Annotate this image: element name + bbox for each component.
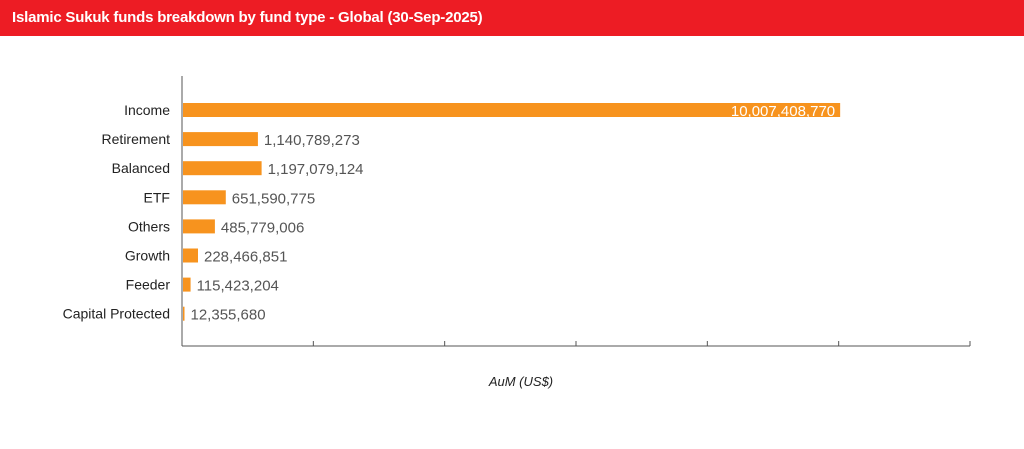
bar xyxy=(183,277,191,292)
data-label: 228,466,851 xyxy=(204,249,287,266)
data-label: 12,355,680 xyxy=(191,307,266,324)
axes xyxy=(181,76,971,347)
category-label: Income xyxy=(124,102,170,118)
category-label: Feeder xyxy=(126,277,171,293)
data-label: 1,140,789,273 xyxy=(264,132,360,149)
bar xyxy=(183,103,841,117)
category-label: ETF xyxy=(144,189,170,205)
category-label: Others xyxy=(128,218,170,234)
data-label: 1,197,079,124 xyxy=(268,161,364,178)
category-label: Retirement xyxy=(102,131,171,147)
data-label: 485,779,006 xyxy=(221,219,304,236)
bar xyxy=(183,190,226,205)
labels: Income 10,007,408,770 Retirement 1,140,789,… xyxy=(63,102,836,324)
data-label: 10,007,408,770 xyxy=(731,103,835,120)
data-label: 651,590,775 xyxy=(232,190,315,207)
data-label: 115,423,204 xyxy=(197,278,279,295)
bar xyxy=(183,219,215,234)
bar xyxy=(183,306,185,321)
bar-chart: Income 10,007,408,770 Retirement 1,140,789,… xyxy=(63,76,971,389)
category-label: Growth xyxy=(125,248,170,264)
x-axis-title: AuM (US$) xyxy=(488,374,553,389)
chart-title: Islamic Sukuk funds breakdown by fund ty… xyxy=(0,0,1024,36)
bar xyxy=(183,248,199,263)
bar xyxy=(183,161,262,176)
bar xyxy=(183,132,258,147)
category-label: Capital Protected xyxy=(63,306,170,322)
bars xyxy=(183,103,841,321)
category-label: Balanced xyxy=(112,160,170,176)
